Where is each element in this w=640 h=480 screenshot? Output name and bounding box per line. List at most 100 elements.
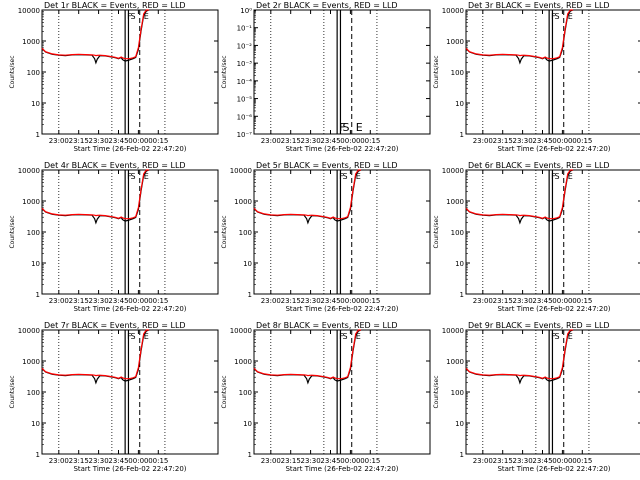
x-tick-label: 23:00	[49, 297, 69, 305]
x-tick-label: 23:30	[89, 137, 109, 145]
x-axis-label: Start Time (26-Feb-02 22:47:20)	[285, 465, 398, 473]
y-tick-label: 100	[239, 389, 252, 397]
y-axis-label: Counts/sec	[221, 55, 228, 88]
y-axis-label: Counts/sec	[221, 375, 228, 408]
series-line-lld	[465, 329, 573, 380]
y-tick-label: 1	[36, 291, 40, 299]
x-tick-label: 00:00	[552, 297, 572, 305]
y-tick-label: 1000	[446, 38, 464, 46]
plot-frame	[253, 9, 431, 135]
marker-f: F	[551, 332, 556, 341]
marker-f: F	[551, 12, 556, 21]
marker-e: E	[568, 172, 573, 181]
marker-s: S	[554, 332, 559, 341]
x-tick-label: 23:15	[281, 297, 301, 305]
y-tick-label: 100	[451, 229, 464, 237]
chart-panel-8: Det 8r BLACK = Events, RED = LLD 1 10 100 10…	[221, 321, 431, 473]
x-tick-label: 00:00	[552, 457, 572, 465]
x-tick-label: 23:00	[49, 457, 69, 465]
y-tick-label: 1000	[22, 38, 40, 46]
y-tick-label: 10	[455, 100, 464, 108]
plot-frame	[253, 329, 431, 455]
y-axis-label: Counts/sec	[433, 55, 440, 88]
y-tick-label: 10	[455, 420, 464, 428]
chart-panel-6: Det 6r BLACK = Events, RED = LLD 1 10 100 10…	[433, 161, 640, 313]
y-tick-label: 1000	[22, 358, 40, 366]
series-line-lld	[465, 9, 573, 60]
marker-e: E	[356, 332, 361, 341]
x-tick-label: 00:15	[572, 137, 592, 145]
x-axis-label: Start Time (26-Feb-02 22:47:20)	[285, 305, 398, 313]
x-tick-label: 23:45	[108, 137, 128, 145]
x-tick-label: 00:00	[128, 137, 148, 145]
y-tick-label: 1000	[446, 198, 464, 206]
x-axis-label: Start Time (26-Feb-02 22:47:20)	[73, 465, 186, 473]
chart-title: Det 1r BLACK = Events, RED = LLD	[44, 1, 186, 10]
marker-s: S	[342, 121, 349, 134]
y-tick-label: 10⁻⁵	[237, 96, 253, 104]
x-tick-label: 23:45	[532, 297, 552, 305]
x-tick-label: 00:00	[128, 297, 148, 305]
series-line-lld	[41, 169, 149, 220]
chart-panel-7: Det 7r BLACK = Events, RED = LLD 1 10 100 10…	[9, 321, 219, 473]
x-tick-label: 23:45	[108, 457, 128, 465]
marker-f: F	[551, 172, 556, 181]
y-axis-label: Counts/sec	[9, 55, 16, 88]
x-axis-label: Start Time (26-Feb-02 22:47:20)	[73, 305, 186, 313]
x-tick-label: 23:15	[69, 137, 89, 145]
chart-title: Det 5r BLACK = Events, RED = LLD	[256, 161, 398, 170]
y-tick-label: 1000	[234, 198, 252, 206]
x-tick-label: 23:30	[513, 297, 533, 305]
chart-title: Det 3r BLACK = Events, RED = LLD	[468, 1, 610, 10]
x-tick-label: 00:15	[360, 297, 380, 305]
marker-s: S	[130, 172, 135, 181]
chart-panel-1: Det 1r BLACK = Events, RED = LLD 1 10 100 10…	[9, 1, 219, 153]
series-line-lld	[41, 9, 149, 60]
x-tick-label: 23:30	[513, 137, 533, 145]
y-tick-label: 1000	[234, 358, 252, 366]
x-tick-label: 23:30	[89, 457, 109, 465]
x-tick-label: 23:45	[320, 457, 340, 465]
x-tick-label: 23:00	[49, 137, 69, 145]
y-tick-label: 10	[243, 260, 252, 268]
x-tick-label: 23:15	[493, 137, 513, 145]
chart-title: Det 7r BLACK = Events, RED = LLD	[44, 321, 186, 330]
x-tick-label: 23:00	[261, 137, 281, 145]
y-tick-label: 1	[36, 451, 40, 459]
x-tick-label: 23:15	[493, 457, 513, 465]
series-line-lld	[253, 169, 361, 220]
y-tick-label: 10⁻⁶	[237, 113, 253, 121]
plot-frame	[41, 169, 219, 295]
y-tick-label: 1	[460, 291, 464, 299]
x-axis-label: Start Time (26-Feb-02 22:47:20)	[497, 305, 610, 313]
x-tick-label: 23:45	[320, 297, 340, 305]
x-tick-label: 00:15	[572, 297, 592, 305]
x-tick-label: 00:15	[360, 457, 380, 465]
y-tick-label: 100	[27, 69, 40, 77]
y-tick-label: 10⁻²	[237, 42, 253, 50]
chart-panel-9: Det 9r BLACK = Events, RED = LLD 1 10 100 10…	[433, 321, 640, 473]
x-axis-label: Start Time (26-Feb-02 22:47:20)	[497, 465, 610, 473]
x-axis-label: Start Time (26-Feb-02 22:47:20)	[285, 145, 398, 153]
y-tick-label: 10000	[230, 167, 252, 175]
marker-s: S	[342, 172, 347, 181]
x-tick-label: 00:00	[340, 297, 360, 305]
y-tick-label: 10⁻⁷	[237, 131, 253, 139]
y-tick-label: 10⁻¹	[237, 25, 253, 33]
y-axis-label: Counts/sec	[433, 215, 440, 248]
y-tick-label: 10⁻³	[237, 60, 253, 68]
y-tick-label: 100	[451, 389, 464, 397]
y-tick-label: 10	[31, 420, 40, 428]
chart-panel-4: Det 4r BLACK = Events, RED = LLD 1 10 100 10…	[9, 161, 219, 313]
x-tick-label: 23:00	[473, 297, 493, 305]
y-tick-label: 10000	[18, 7, 40, 15]
x-tick-label: 23:30	[89, 297, 109, 305]
x-tick-label: 23:15	[281, 457, 301, 465]
marker-s: S	[130, 12, 135, 21]
x-axis-label: Start Time (26-Feb-02 22:47:20)	[73, 145, 186, 153]
x-tick-label: 00:00	[128, 457, 148, 465]
marker-e: E	[144, 172, 149, 181]
y-tick-label: 10	[31, 260, 40, 268]
y-axis-label: Counts/sec	[433, 375, 440, 408]
marker-e: E	[356, 121, 363, 134]
